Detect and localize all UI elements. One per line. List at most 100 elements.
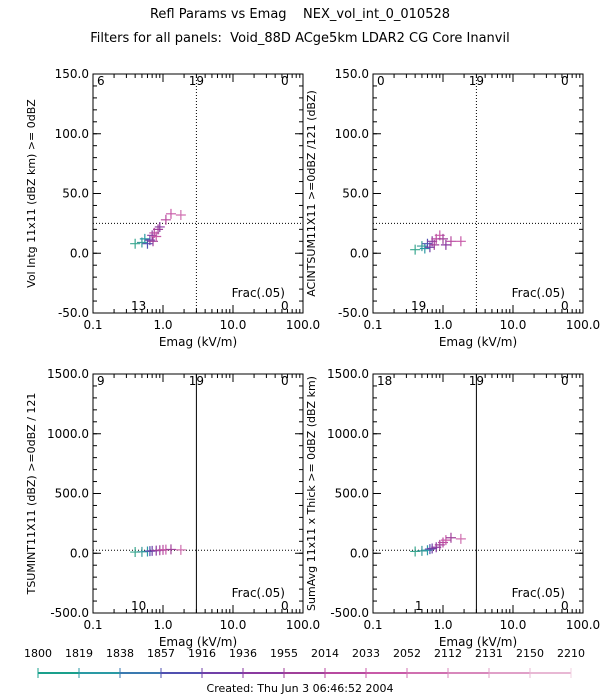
chart-title: Refl Params vs Emag NEX_vol_int_0_010528: [149, 7, 451, 22]
count-top-left: 9: [97, 374, 105, 388]
y-tick-label: 0.0: [70, 546, 89, 560]
data-point: [165, 208, 176, 219]
count-top-left: 0: [377, 74, 385, 88]
colorbar-label: 2210: [557, 647, 585, 660]
colorbar-label: 1857: [147, 647, 175, 660]
x-tick-label: 100.0: [286, 618, 320, 632]
y-tick-label: 1000.0: [327, 427, 369, 441]
data-point: [419, 243, 430, 254]
colorbar-label: 2131: [475, 647, 503, 660]
plot-frame: [372, 373, 584, 614]
y-tick-label: 100.0: [335, 127, 369, 141]
data-point: [445, 532, 456, 543]
data-point: [175, 210, 186, 221]
count-bottom-mid: 1: [415, 599, 423, 613]
plot-frame: [372, 73, 584, 314]
data-point: [410, 244, 421, 255]
data-point: [440, 239, 451, 250]
colorbar-label: 2014: [311, 647, 339, 660]
data-point: [455, 533, 466, 544]
count-top-left: 18: [377, 374, 392, 388]
created-timestamp: Created: Thu Jun 3 06:46:52 2004: [206, 682, 394, 695]
y-tick-label: -500.0: [330, 606, 369, 620]
count-bottom-mid: 10: [131, 599, 146, 613]
count-bottom-right: 0: [561, 599, 569, 613]
data-point: [151, 231, 162, 242]
y-tick-label: 0.0: [350, 246, 369, 260]
y-axis-label: SumAvg 11x11 x Thick >= 0dBZ (dBZ km): [305, 376, 318, 611]
count-top-right: 0: [561, 74, 569, 88]
y-tick-label: -500.0: [50, 606, 89, 620]
x-tick-label: 10.0: [500, 318, 527, 332]
count-bottom-right: 0: [561, 299, 569, 313]
colorbar-label: 1955: [270, 647, 298, 660]
y-tick-label: 1500.0: [47, 367, 89, 381]
y-tick-label: -50.0: [58, 306, 89, 320]
colorbar-label: 2033: [352, 647, 380, 660]
chart-subtitle: Filters for all panels: Void_88D ACge5km…: [90, 31, 510, 46]
count-bottom-right: 0: [281, 599, 289, 613]
frac-annotation: Frac(.05): [512, 586, 565, 600]
data-point: [427, 543, 438, 554]
y-tick-label: 150.0: [335, 67, 369, 81]
plot-frame: [92, 373, 304, 614]
y-tick-label: 0.0: [350, 546, 369, 560]
count-top-mid: 19: [189, 74, 204, 88]
colorbar-label: 1838: [106, 647, 134, 660]
count-top-left: 6: [97, 74, 105, 88]
data-point: [139, 233, 150, 244]
colorbar-label: 1800: [24, 647, 52, 660]
y-axis-label: TSUMINT11X11 (dBZ) >=0dBZ / 121: [25, 393, 38, 596]
y-tick-label: 150.0: [55, 67, 89, 81]
y-tick-label: 1000.0: [47, 427, 89, 441]
x-axis-label: Emag (kV/m): [439, 635, 517, 649]
y-tick-label: 50.0: [342, 187, 369, 201]
data-point: [455, 236, 466, 247]
x-tick-label: 0.1: [83, 618, 102, 632]
count-top-right: 0: [561, 374, 569, 388]
data-point: [429, 239, 440, 250]
x-tick-label: 10.0: [500, 618, 527, 632]
x-axis-label: Emag (kV/m): [159, 635, 237, 649]
colorbar-label: 2052: [393, 647, 421, 660]
x-tick-label: 100.0: [286, 318, 320, 332]
colorbar-label: 1916: [188, 647, 216, 660]
colorbar-label: 1936: [229, 647, 257, 660]
y-tick-label: 0.0: [70, 246, 89, 260]
x-tick-label: 1.0: [433, 618, 452, 632]
frac-annotation: Frac(.05): [512, 286, 565, 300]
x-tick-label: 0.1: [83, 318, 102, 332]
colorbar-label: 2150: [516, 647, 544, 660]
count-bottom-mid: 13: [131, 299, 146, 313]
colorbar-label: 1819: [65, 647, 93, 660]
data-point: [165, 544, 176, 555]
count-top-mid: 19: [189, 374, 204, 388]
data-point: [422, 545, 433, 556]
data-point: [153, 224, 164, 235]
count-top-right: 0: [281, 74, 289, 88]
count-top-mid: 19: [469, 74, 484, 88]
y-tick-label: 500.0: [55, 487, 89, 501]
x-axis-label: Emag (kV/m): [159, 335, 237, 349]
x-tick-label: 10.0: [220, 618, 247, 632]
data-point: [438, 233, 448, 244]
x-tick-label: 1.0: [153, 618, 172, 632]
frac-annotation: Frac(.05): [232, 586, 285, 600]
data-point: [445, 236, 456, 247]
count-bottom-mid: 19: [411, 299, 426, 313]
colorbar-label: 2112: [434, 647, 462, 660]
x-tick-label: 1.0: [433, 318, 452, 332]
data-point: [147, 230, 158, 241]
y-tick-label: -50.0: [338, 306, 369, 320]
y-tick-label: 100.0: [55, 127, 89, 141]
x-tick-label: 0.1: [363, 318, 382, 332]
x-tick-label: 1.0: [153, 318, 172, 332]
data-point: [130, 238, 141, 249]
data-point: [424, 242, 435, 253]
y-tick-label: 50.0: [62, 187, 89, 201]
frac-annotation: Frac(.05): [232, 286, 285, 300]
x-axis-label: Emag (kV/m): [439, 335, 517, 349]
data-point: [175, 544, 186, 555]
y-tick-label: 500.0: [335, 487, 369, 501]
